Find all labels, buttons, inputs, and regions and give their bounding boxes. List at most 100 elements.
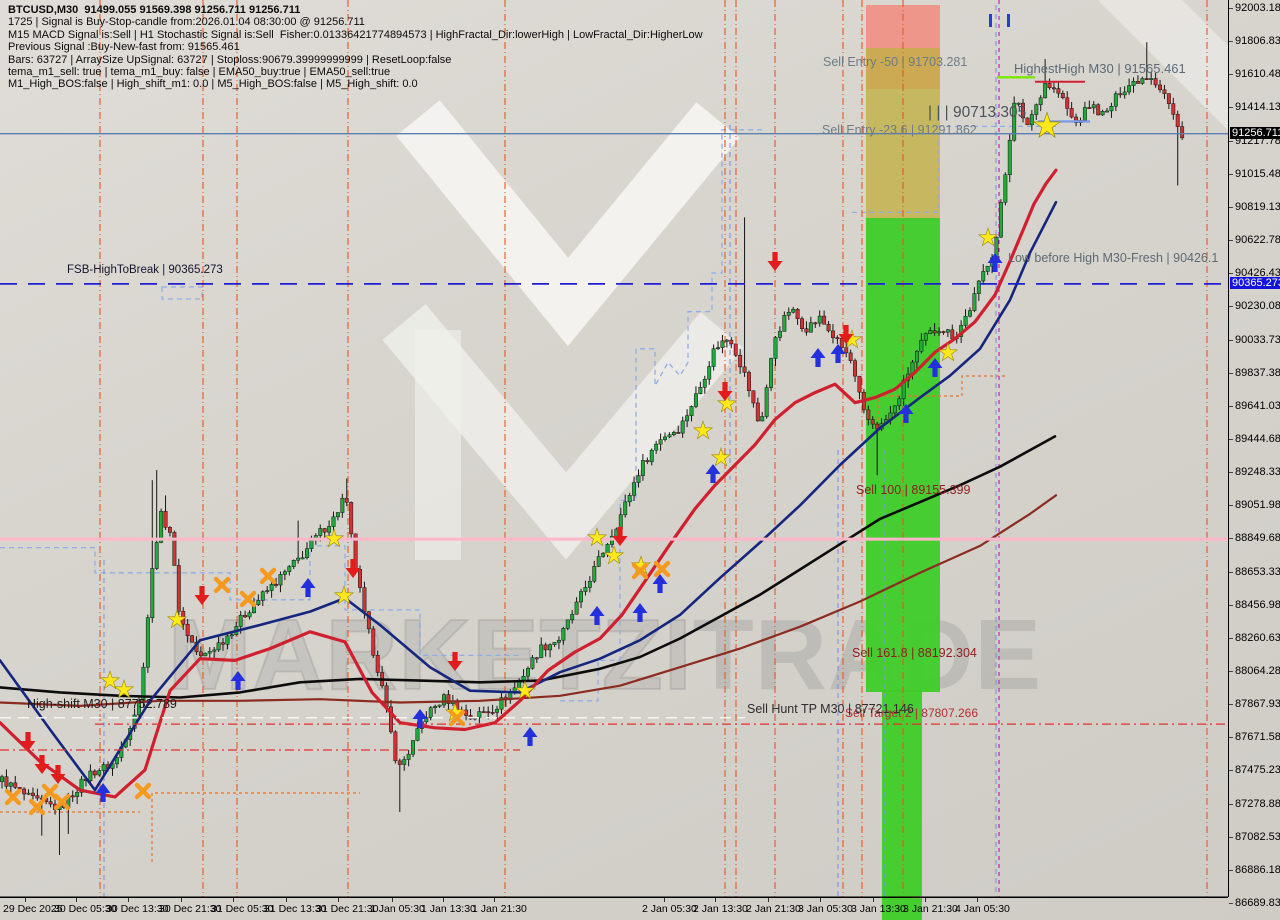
candle-body [1149, 78, 1154, 80]
price-tick-mark [1229, 472, 1233, 474]
time-tick-mark [25, 898, 26, 902]
candle-body [327, 526, 332, 533]
candle-body [1109, 106, 1114, 112]
candle-body [552, 642, 557, 645]
candle-body [658, 439, 663, 445]
star-marker: ★ [977, 225, 999, 252]
time-label: 3 Jan 21:30 [903, 903, 958, 915]
candle-body [751, 390, 756, 404]
candle-body [570, 613, 575, 621]
candle-body [265, 590, 270, 593]
candle-body [446, 694, 451, 704]
price-tick-label: 90622.780 [1235, 234, 1280, 246]
candle-body [782, 315, 787, 332]
star-marker: ★ [586, 525, 608, 552]
chart-canvas[interactable]: ★★★★★★★★★★★★★★★★★ [0, 0, 1228, 920]
candle-body [349, 502, 354, 535]
price-tick-label: 91015.480 [1235, 167, 1280, 180]
candle-body [941, 331, 946, 333]
candle-body [950, 329, 955, 340]
candle-body [605, 544, 610, 554]
price-tick-mark [1229, 273, 1233, 275]
candle-body [415, 728, 420, 741]
candle-body [287, 566, 292, 572]
candle-body [786, 311, 791, 316]
price-tick-mark [1229, 240, 1233, 241]
candle-body [97, 770, 102, 776]
candle-body [826, 323, 831, 332]
candle-body [1074, 116, 1079, 124]
band-line [852, 125, 1056, 214]
candle-body [13, 782, 18, 788]
candle-body [667, 434, 672, 438]
candle-body [274, 584, 278, 586]
candle-body [548, 644, 553, 651]
candle-body [592, 566, 597, 582]
candle-body [269, 584, 274, 591]
time-tick-mark [76, 898, 77, 902]
candle-body [1016, 102, 1021, 105]
star-marker: ★ [603, 543, 625, 570]
ma-navy-line [0, 200, 1058, 792]
time-label: 30 Dec 21:30 [159, 903, 222, 915]
candle-body [212, 649, 217, 652]
candle-body [26, 792, 31, 795]
price-tick-mark [1229, 571, 1233, 573]
price-tick-mark [1229, 604, 1233, 606]
candle-body [649, 449, 654, 463]
candle-body [747, 372, 751, 392]
candle-body [556, 639, 561, 643]
candle-body [75, 792, 80, 797]
candle-body [795, 309, 800, 319]
candle-body [1091, 104, 1096, 109]
star-marker: ★ [333, 583, 355, 610]
candle-body [1065, 97, 1070, 109]
candle-body [914, 351, 919, 363]
candle-body [137, 700, 141, 716]
candle-body [932, 330, 937, 334]
candle-body [777, 331, 782, 338]
time-tick-mark [977, 898, 978, 902]
candle-body [724, 339, 729, 342]
x-marker [53, 793, 71, 811]
time-axis[interactable]: 29 Dec 2025 30 Dec 05:30 30 Dec 13:30 30 De… [0, 897, 1228, 920]
candle-body [362, 587, 367, 612]
candle-body [804, 328, 809, 333]
candle-body [1047, 83, 1052, 89]
price-axis[interactable]: 91256.711 90365.273 92003.180 91806.830 91… [1228, 0, 1280, 909]
candle-body [1180, 126, 1185, 139]
price-tick-mark [1229, 770, 1233, 772]
buy-arrow-icon [705, 464, 721, 483]
candle-body [565, 619, 570, 629]
time-tick-mark [181, 898, 182, 902]
buy-arrow-icon [632, 603, 648, 622]
candle-body [296, 557, 301, 561]
price-tick-label: 90033.730 [1235, 333, 1280, 346]
sell-arrow-icon [20, 732, 36, 751]
price-tick-label: 90230.080 [1235, 300, 1280, 313]
price-tick-mark [1229, 704, 1233, 706]
candle-body [17, 787, 22, 790]
candle-body [671, 432, 676, 436]
candle-body [48, 801, 53, 805]
candle-body [402, 759, 407, 765]
time-tick-mark [715, 898, 716, 902]
candle-body [1021, 102, 1025, 119]
candle-body [1100, 111, 1105, 116]
candle-body [331, 516, 336, 527]
band-rect [161, 286, 203, 300]
candle-body [225, 635, 230, 645]
price-tick-label: 89837.380 [1235, 366, 1280, 379]
candle-body [1069, 108, 1074, 118]
buy-arrow-icon [987, 253, 1003, 272]
candle-body [543, 644, 548, 651]
candle-body [291, 559, 296, 567]
candle-body [397, 760, 402, 765]
candle-body [203, 652, 208, 657]
candle-body [322, 528, 327, 533]
price-tick-mark [1229, 671, 1233, 672]
time-label: 4 Jan 05:30 [955, 903, 1010, 915]
star-marker: ★ [937, 340, 959, 367]
sell-arrow-icon [717, 382, 733, 401]
